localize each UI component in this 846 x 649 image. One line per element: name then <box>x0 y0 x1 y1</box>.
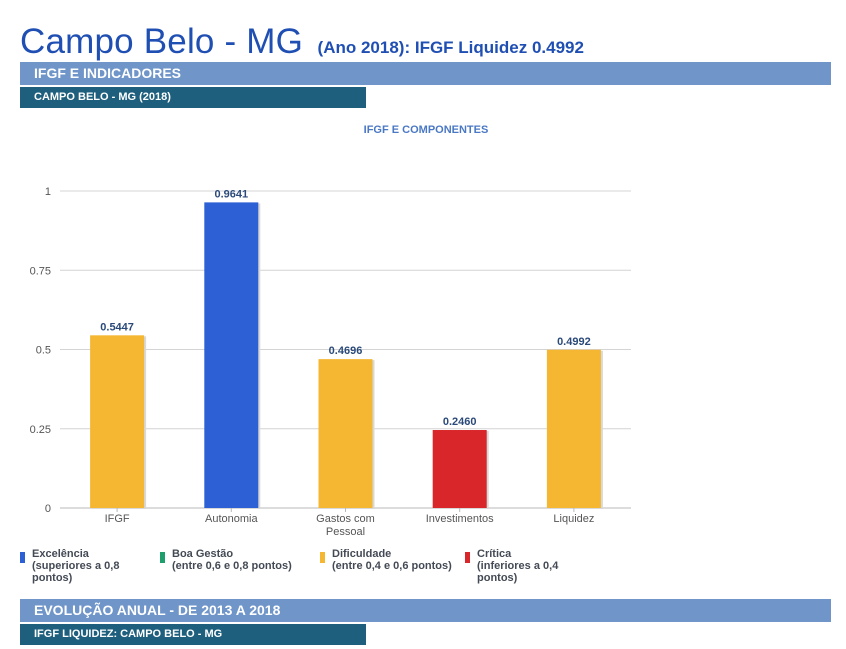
legend-label: Boa Gestão (entre 0,6 e 0,8 pontos) <box>172 548 292 572</box>
x-tick-label: Liquidez <box>553 513 594 525</box>
y-tick-label: 0.75 <box>30 265 51 277</box>
legend-label-line: pontos) <box>32 572 73 584</box>
bar <box>318 359 373 508</box>
legend-label-line: (entre 0,6 e 0,8 pontos) <box>172 560 292 572</box>
bar <box>546 349 601 508</box>
bar-value-label: 0.2460 <box>443 416 477 428</box>
bar <box>432 430 487 508</box>
y-tick-label: 1 <box>45 186 51 198</box>
legend-swatch <box>465 552 470 563</box>
bar-value-label: 0.9641 <box>214 188 248 200</box>
chart-title: IFGF E COMPONENTES <box>364 124 489 136</box>
bar-value-label: 0.4696 <box>329 345 363 357</box>
x-tick-label: Gastos com <box>316 513 375 525</box>
legend-swatch <box>20 552 25 563</box>
legend-label-line: (entre 0,4 e 0,6 pontos) <box>332 560 452 572</box>
y-tick-label: 0.25 <box>30 424 51 436</box>
page-title: Campo Belo - MG <box>20 22 304 61</box>
bar-chart: IFGF E COMPONENTES 0 0.25 0.5 0.75 1 0.5447 IFG… <box>30 124 631 538</box>
legend-label-line: Boa Gestão <box>172 548 234 560</box>
bar-value-label: 0.4992 <box>557 336 591 348</box>
legend-label-line: Crítica <box>477 548 512 560</box>
bar <box>90 335 145 508</box>
bar-value-label: 0.5447 <box>100 321 134 333</box>
y-tick-label: 0 <box>45 503 51 515</box>
y-tick-label: 0.5 <box>36 345 51 357</box>
legend-swatch <box>320 552 325 563</box>
legend-label-line: pontos) <box>477 572 518 584</box>
legend-label-line: (inferiores a 0,4 <box>477 560 559 572</box>
x-tick-label: Investimentos <box>426 513 494 525</box>
legend-label-line: (superiores a 0,8 <box>32 560 120 572</box>
legend-swatch <box>160 552 165 563</box>
section-band-indicators: IFGF E INDICADORES <box>20 62 831 85</box>
section-subband-city: CAMPO BELO - MG (2018) <box>20 87 366 108</box>
x-tick-label: Pessoal <box>326 526 365 538</box>
section-subband-liquidez: IFGF LIQUIDEZ: CAMPO BELO - MG <box>20 624 366 645</box>
legend-label: Crítica (inferiores a 0,4 pontos) <box>477 548 558 584</box>
section-band-evolution: EVOLUÇÃO ANUAL - DE 2013 A 2018 <box>20 599 831 622</box>
page-subtitle: (Ano 2018): IFGF Liquidez 0.4992 <box>317 38 584 57</box>
page-header: Campo Belo - MG (Ano 2018): IFGF Liquide… <box>20 22 584 62</box>
bar <box>204 202 259 508</box>
legend-label: Dificuldade (entre 0,4 e 0,6 pontos) <box>332 548 452 572</box>
x-tick-label: IFGF <box>105 513 130 525</box>
legend-label: Excelência (superiores a 0,8 pontos) <box>32 548 119 584</box>
x-tick-label: Autonomia <box>205 513 258 525</box>
legend-label-line: Excelência <box>32 548 89 560</box>
chart-container: IFGF E COMPONENTES 0 0.25 0.5 0.75 1 0.5447 IFG… <box>0 110 846 550</box>
chart-legend: Excelência (superiores a 0,8 pontos) Boa Ge… <box>20 548 620 588</box>
legend-label-line: Dificuldade <box>332 548 392 560</box>
